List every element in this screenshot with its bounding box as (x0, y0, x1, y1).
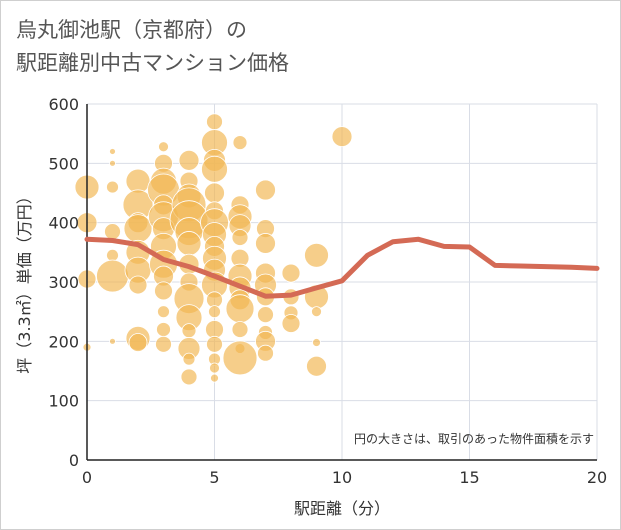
data-bubble (123, 214, 153, 244)
data-bubble (96, 259, 129, 293)
x-tick-label: 10 (332, 468, 352, 487)
y-tick-label: 0 (69, 451, 79, 470)
data-bubble (206, 113, 223, 131)
data-bubble (178, 149, 200, 171)
x-tick-label: 20 (587, 468, 607, 487)
y-tick-label: 300 (48, 273, 79, 292)
data-bubble (156, 322, 171, 337)
data-bubble (281, 263, 301, 283)
chart-title-line1: 烏丸御池駅（京都府）の (16, 18, 247, 42)
data-bubble (311, 306, 322, 318)
axes (86, 104, 597, 461)
data-bubble (182, 352, 196, 366)
data-bubble (208, 305, 221, 319)
data-bubble (222, 340, 258, 376)
y-tick-label: 200 (48, 332, 79, 351)
data-bubble (154, 281, 173, 301)
data-bubble (158, 141, 169, 153)
data-bubble (210, 373, 219, 383)
data-bubble (312, 338, 321, 347)
size-annotation: 円の大きさは、取引のあった物件面積を示す (354, 431, 594, 446)
tick-labels: 0 100 200 300 400 500 600 0 5 10 15 20 (48, 95, 607, 487)
data-bubble (109, 148, 116, 155)
data-bubble (257, 344, 274, 362)
data-bubble (128, 275, 148, 295)
data-bubble (155, 335, 172, 353)
data-bubble (209, 362, 220, 374)
data-bubble (128, 333, 148, 352)
data-bubble (205, 320, 224, 339)
data-bubble (109, 159, 116, 167)
y-tick-label: 500 (48, 154, 79, 173)
average-price-line (84, 236, 600, 299)
y-tick-label: 100 (48, 392, 79, 411)
data-bubble (206, 335, 223, 353)
y-axis-label: 坪（3.3㎡）単価（万円） (15, 188, 34, 373)
data-bubble (225, 294, 255, 324)
data-bubble (255, 233, 276, 254)
data-bubble (106, 248, 119, 262)
data-bubble (231, 321, 249, 338)
x-tick-label: 5 (209, 468, 219, 487)
chart-title-line2: 駅距離別中古マンション価格 (16, 51, 289, 75)
data-bubble (331, 126, 353, 148)
data-bubble (232, 135, 248, 150)
y-tick-label: 400 (48, 214, 79, 233)
data-bubble (304, 242, 329, 268)
data-bubble (201, 155, 228, 183)
data-bubble (181, 323, 197, 339)
x-tick-label: 15 (459, 468, 479, 487)
data-bubble (180, 368, 198, 386)
data-bubble (104, 223, 121, 240)
y-tick-label: 600 (48, 95, 79, 114)
data-bubble (157, 305, 170, 319)
data-bubble (257, 306, 274, 324)
bubble-series (74, 113, 353, 386)
data-bubble (306, 355, 327, 377)
data-bubble (281, 314, 301, 333)
x-tick-label: 0 (82, 468, 92, 487)
data-bubble (204, 182, 225, 204)
data-bubble (106, 180, 119, 194)
average-line-path (84, 236, 600, 299)
data-bubble (255, 179, 276, 201)
data-bubble (109, 337, 116, 345)
data-bubble (176, 231, 202, 256)
x-axis-label: 駅距離（分） (294, 499, 390, 518)
data-bubble (231, 229, 249, 246)
chart-title: 烏丸御池駅（京都府）の 駅距離別中古マンション価格 (16, 14, 289, 80)
